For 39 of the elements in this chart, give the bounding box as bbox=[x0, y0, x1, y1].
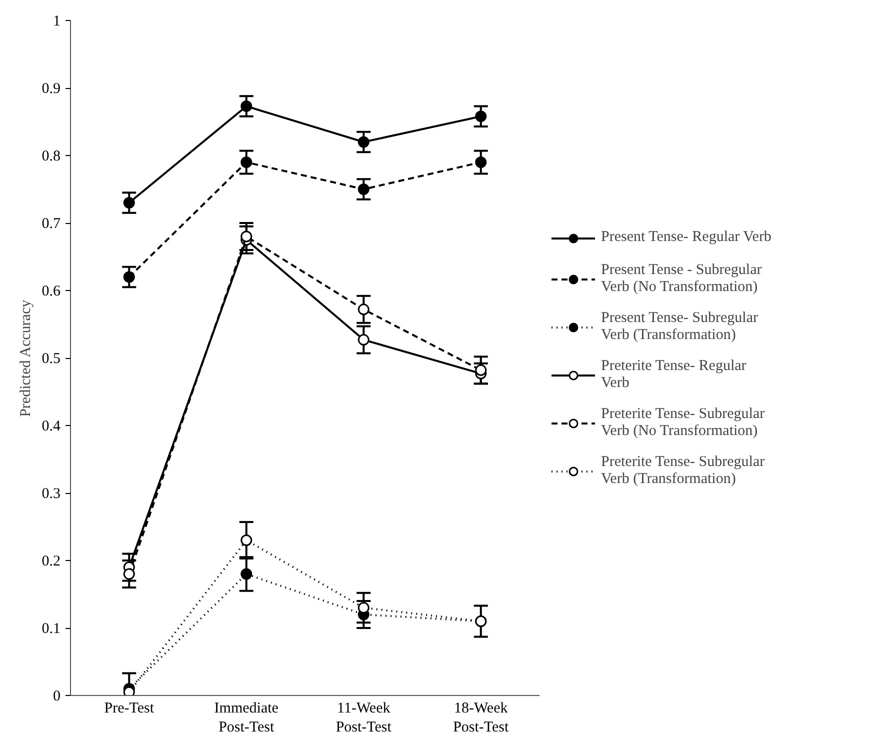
point bbox=[240, 156, 252, 168]
y-tick-label: 0.5 bbox=[42, 351, 60, 367]
x-tick-label: Pre-Test bbox=[104, 700, 155, 716]
point bbox=[358, 184, 370, 195]
point bbox=[123, 197, 135, 208]
y-tick-label: 0.4 bbox=[42, 418, 61, 434]
y-axis-title: Predicted Accuracy bbox=[18, 299, 34, 417]
legend-label: Preterite Tense- Subregular Verb (No Transformation) bbox=[601, 406, 765, 440]
legend-label: Present Tense - Subregular Verb (No Transformation) bbox=[601, 262, 762, 296]
x-tick-label: 18-Week Post-Test bbox=[453, 700, 510, 736]
point bbox=[358, 304, 370, 316]
x-tick-label: Immediate Post-Test bbox=[214, 700, 279, 736]
legend-label: Preterite Tense- Regular Verb bbox=[601, 358, 746, 392]
point bbox=[240, 568, 252, 580]
y-tick-label: 0.6 bbox=[42, 284, 61, 300]
legend-label: Preterite Tense- Subregular Verb (Transformation) bbox=[601, 454, 765, 488]
point bbox=[475, 156, 487, 168]
y-tick-label: 0.9 bbox=[42, 81, 60, 97]
point bbox=[358, 136, 370, 148]
point bbox=[123, 271, 135, 283]
y-tick-label: 0 bbox=[53, 688, 60, 704]
x-tick-label: 11-Week Post-Test bbox=[336, 700, 392, 736]
point bbox=[475, 110, 487, 122]
point bbox=[240, 230, 252, 242]
legend-label: Present Tense- Subregular Verb (Transformation) bbox=[601, 310, 758, 344]
y-tick-label: 0.2 bbox=[42, 554, 60, 570]
point bbox=[475, 364, 487, 376]
point bbox=[358, 334, 370, 346]
point bbox=[123, 686, 135, 696]
y-tick-label: 0.8 bbox=[42, 148, 60, 164]
point bbox=[123, 568, 135, 580]
point bbox=[240, 100, 252, 112]
y-tick-label: 0.3 bbox=[42, 486, 60, 502]
legend-label: Present Tense- Regular Verb bbox=[601, 229, 772, 246]
point bbox=[358, 602, 370, 614]
y-tick-label: 0.1 bbox=[42, 621, 60, 637]
y-tick-label: 0.7 bbox=[42, 216, 61, 232]
point bbox=[240, 534, 252, 546]
y-tick-label: 1 bbox=[53, 14, 60, 30]
